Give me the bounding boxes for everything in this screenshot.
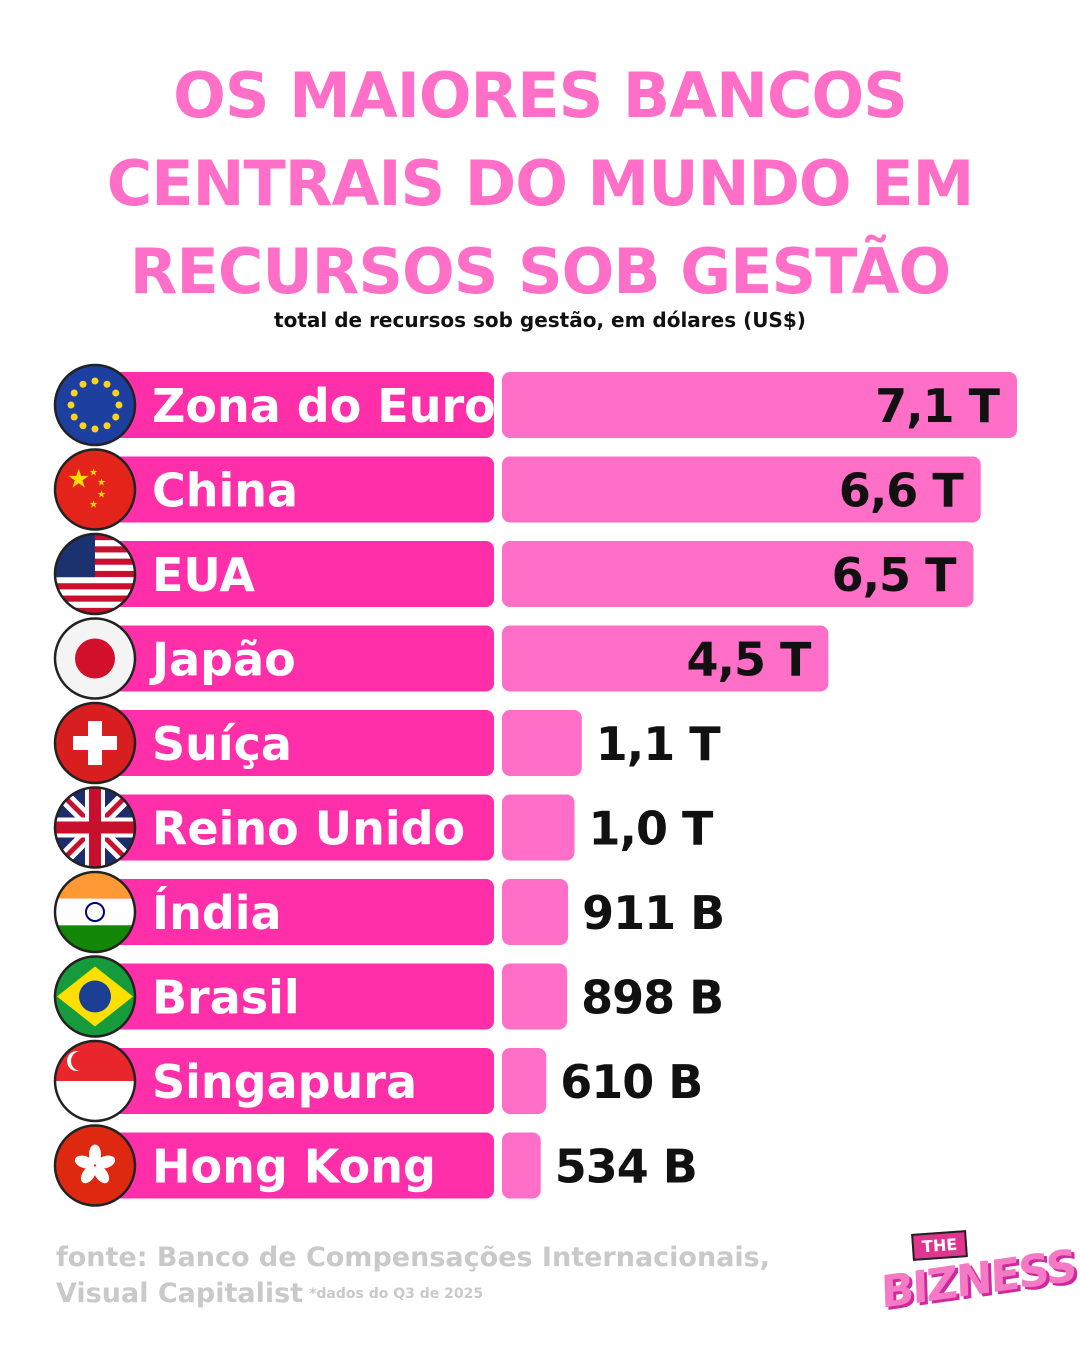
- value-label: 1,1 T: [596, 717, 722, 771]
- country-label: Brasil: [152, 971, 300, 1025]
- flag-border: [53, 701, 137, 785]
- label-bar-suica: [92, 710, 494, 776]
- value-label: 7,1 T: [875, 379, 1001, 433]
- title-line-3: RECURSOS SOB GESTÃO: [129, 235, 952, 308]
- logo-name: BIZNESS: [880, 1240, 1077, 1319]
- flag-border: [53, 1124, 137, 1207]
- value-bar-japao: [502, 625, 829, 692]
- chart-subtitle: total de recursos sob gestão, em dólares…: [274, 308, 806, 332]
- data-date-note: *dados do Q3 de 2025: [309, 1286, 484, 1302]
- country-label: China: [152, 464, 298, 518]
- source-line-2: Visual Capitalist: [56, 1278, 304, 1309]
- country-label: Singapura: [152, 1055, 417, 1109]
- switzerland-flag-icon: [55, 703, 135, 783]
- svg-text:★: ★: [67, 465, 90, 495]
- country-label: Hong Kong: [152, 1140, 436, 1194]
- japan-flag-icon: [55, 618, 135, 699]
- usa-flag-icon: [55, 534, 135, 614]
- title-line-2: CENTRAIS DO MUNDO EM: [106, 147, 975, 220]
- label-bar-zona-do-euro: [92, 372, 494, 438]
- flag-border: [53, 448, 137, 531]
- value-bar-suica: [502, 710, 582, 776]
- bar-row-suica: Suíça 1,1 T: [53, 701, 722, 785]
- value-bar-brasil: [502, 963, 568, 1030]
- bar-row-hong-kong: Hong Kong 534 B: [53, 1124, 698, 1207]
- label-bar-china: [92, 456, 494, 523]
- page-title: OS MAIORES BANCOS CENTRAIS DO MUNDO EM R…: [0, 52, 1080, 316]
- source-line-1: fonte: Banco de Compensações Internacion…: [56, 1242, 771, 1273]
- value-bar-eua: [502, 541, 974, 607]
- label-bar-india: [92, 879, 494, 945]
- value-label: 911 B: [582, 886, 724, 940]
- flag-border: [53, 870, 137, 954]
- value-bar-india: [502, 879, 569, 945]
- value-label: 6,5 T: [832, 548, 958, 602]
- value-bar-singapura: [502, 1048, 547, 1114]
- svg-text:★: ★: [89, 500, 98, 511]
- label-bar-brasil: [92, 963, 494, 1030]
- uk-flag-icon: [55, 787, 135, 868]
- svg-text:★: ★: [89, 468, 98, 479]
- bar-row-reino-unido: Reino Unido 1,0 T: [53, 786, 715, 869]
- value-bar-china: [502, 456, 981, 523]
- title-line-1: OS MAIORES BANCOS: [173, 59, 908, 132]
- value-label: 1,0 T: [589, 802, 715, 856]
- flag-border: [53, 1039, 137, 1123]
- country-label: Japão: [149, 633, 296, 687]
- value-label: 534 B: [555, 1140, 697, 1194]
- country-label: Zona do Euro: [152, 379, 496, 433]
- bar-row-eua: EUA 6,5 T: [53, 532, 974, 616]
- value-bar-reino-unido: [502, 794, 575, 861]
- label-bar-singapura: [92, 1048, 494, 1114]
- brazil-flag-icon: [55, 956, 135, 1037]
- bar-row-zona-do-euro: Zona do Euro 7,1 T: [53, 363, 1017, 447]
- source-note: fonte: Banco de Compensações Internacion…: [56, 1240, 770, 1312]
- country-label: Suíça: [152, 717, 292, 771]
- value-label: 610 B: [560, 1055, 702, 1109]
- bar-row-brasil: Brasil 898 B: [53, 955, 724, 1038]
- label-bar-eua: [92, 541, 494, 607]
- bar-row-china: China 6,6 T★★★★★: [53, 448, 981, 531]
- hong-kong-flag-icon: [55, 1125, 135, 1206]
- flag-border: [53, 532, 137, 616]
- country-label: Reino Unido: [152, 802, 465, 856]
- china-flag-icon: ★★★★★: [55, 449, 135, 530]
- bar-row-india: Índia 911 B: [53, 870, 725, 954]
- flag-border: [53, 617, 137, 700]
- label-bar-reino-unido: [92, 794, 494, 861]
- label-bar-japao: [92, 625, 494, 692]
- svg-text:★: ★: [97, 490, 106, 501]
- value-label: 4,5 T: [687, 633, 813, 687]
- flag-border: [53, 955, 137, 1038]
- value-label: 6,6 T: [839, 464, 965, 518]
- country-label: EUA: [152, 548, 255, 602]
- country-label: Índia: [152, 886, 282, 940]
- flag-border: [53, 786, 137, 869]
- bar-row-singapura: Singapura 610 B: [53, 1039, 703, 1123]
- value-label: 898 B: [581, 971, 723, 1025]
- bar-row-japao: Japão 4,5 T: [53, 617, 829, 700]
- svg-text:★: ★: [97, 478, 106, 489]
- value-bar-hong-kong: [502, 1132, 541, 1199]
- value-bar-zona-do-euro: [502, 372, 1017, 438]
- bizness-logo: THE BIZNESS: [880, 1228, 1076, 1328]
- eu-flag-icon: [55, 365, 135, 445]
- label-bar-hong-kong: [92, 1132, 494, 1199]
- flag-border: [53, 363, 137, 447]
